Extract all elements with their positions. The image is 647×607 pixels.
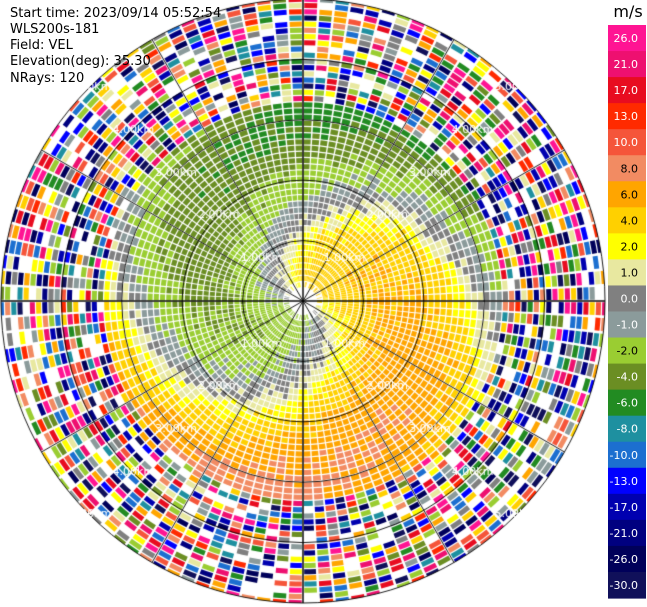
colorbar-tick-label: 0.0 xyxy=(621,292,639,305)
colorbar-tick-label: -17.0 xyxy=(610,501,638,514)
colorbar-cell xyxy=(608,77,646,104)
instrument-label: WLS200s-181 xyxy=(10,22,100,37)
colorbar-cell xyxy=(608,545,646,573)
colorbar-tick-label: -6.0 xyxy=(617,397,638,410)
colorbar-tick-label: -21.0 xyxy=(610,527,638,540)
colorbar-cell xyxy=(608,415,646,443)
colorbar-cell xyxy=(608,233,646,261)
colorbar-cell xyxy=(608,519,646,547)
colorbar-tick-label: 6.0 xyxy=(621,188,639,201)
colorbar-tick-label: 8.0 xyxy=(621,162,639,175)
colorbar-tick-label: -13.0 xyxy=(610,475,638,488)
colorbar-tick-label: -26.0 xyxy=(610,553,638,566)
colorbar-tick-label: 13.0 xyxy=(614,110,639,123)
field-label: Field: VEL xyxy=(10,38,73,53)
colorbar-cell xyxy=(608,259,646,287)
nrays-label: NRays: 120 xyxy=(10,71,85,86)
colorbar-unit: m/s xyxy=(613,2,642,21)
colorbar-tick-label: 21.0 xyxy=(614,58,639,71)
colorbar-tick-label: 1.0 xyxy=(621,266,639,279)
colorbar-cell xyxy=(608,155,646,182)
colorbar-tick-label: -30.0 xyxy=(610,579,638,592)
colorbar-tick-label: 26.0 xyxy=(614,32,639,45)
colorbar-cell xyxy=(608,337,646,365)
colorbar-tick-label: -4.0 xyxy=(617,371,638,384)
colorbar-cell xyxy=(608,129,646,156)
colorbar-cell xyxy=(608,363,646,391)
colorbar-tick-label: -10.0 xyxy=(610,449,638,462)
colorbar-cell xyxy=(608,285,646,313)
colorbar-tick-label: 17.0 xyxy=(614,84,639,97)
colorbar-cell xyxy=(608,493,646,521)
colorbar-cell xyxy=(608,311,646,339)
colorbar-cell xyxy=(608,389,646,417)
colorbar-tick-label: 4.0 xyxy=(621,214,639,227)
colorbar-cell xyxy=(608,207,646,234)
colorbar-tick-label: -2.0 xyxy=(617,345,638,358)
colorbar-cell xyxy=(608,571,646,599)
colorbar-cell xyxy=(608,103,646,130)
start-time-label: Start time: 2023/09/14 05:52:54 xyxy=(10,6,222,21)
colorbar-tick-label: 10.0 xyxy=(614,136,639,149)
elevation-label: Elevation(deg): 35.30 xyxy=(10,54,151,69)
colorbar-cell xyxy=(608,467,646,495)
colorbar-cell xyxy=(608,181,646,208)
colorbar-tick-label: -1.0 xyxy=(617,319,638,332)
colorbar-cell xyxy=(608,441,646,469)
colorbar-cell xyxy=(608,51,646,78)
colorbar-tick-label: 2.0 xyxy=(621,240,639,253)
colorbar-cell xyxy=(608,25,646,52)
colorbar-tick-label: -8.0 xyxy=(617,423,638,436)
